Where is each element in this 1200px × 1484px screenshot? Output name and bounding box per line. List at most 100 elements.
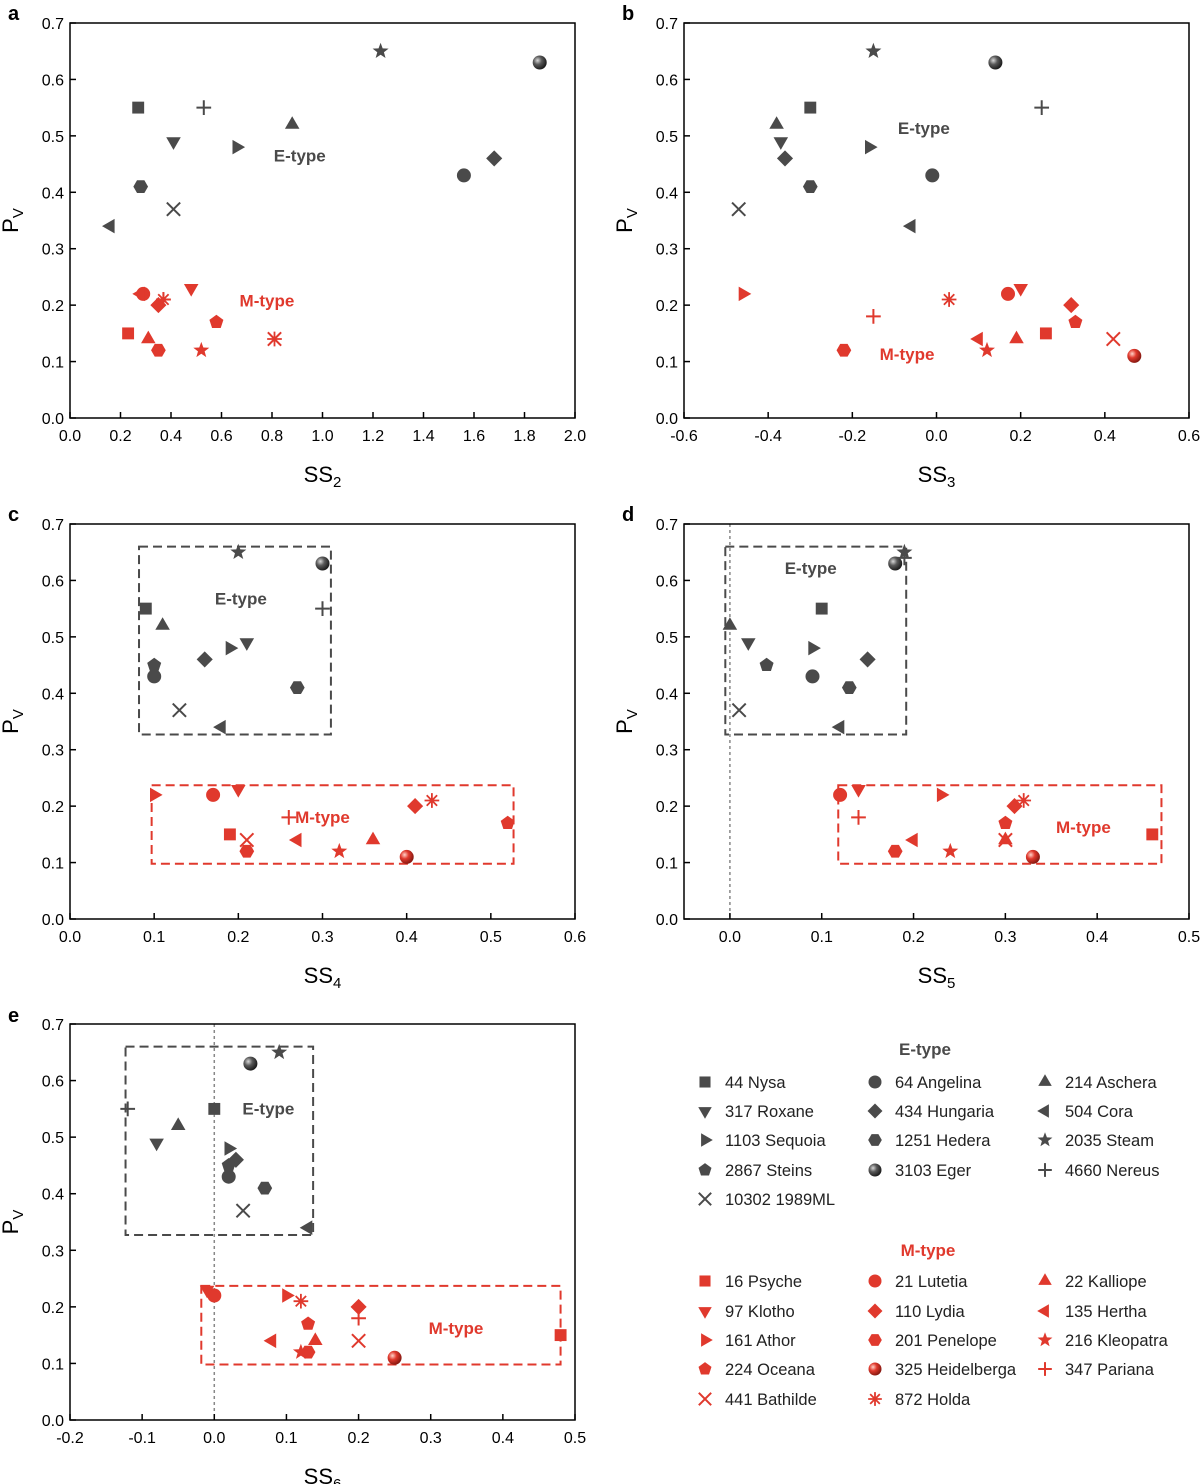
y-axis-label: PV bbox=[0, 709, 27, 734]
legend-marker bbox=[868, 1274, 882, 1288]
m-type-points bbox=[738, 284, 1142, 363]
x-axis-label: SS2 bbox=[304, 462, 342, 491]
data-point-circle bbox=[206, 787, 221, 802]
legend-marker bbox=[868, 1134, 882, 1146]
data-point-triangle-right bbox=[282, 1288, 295, 1303]
e-type-label: E-type bbox=[274, 146, 326, 165]
y-tick-label: 0.4 bbox=[656, 686, 678, 703]
data-point-triangle-up bbox=[155, 617, 170, 630]
y-tick-label: 0.6 bbox=[42, 1074, 64, 1091]
legend-marker bbox=[1037, 1332, 1053, 1347]
data-point-triangle-down bbox=[239, 638, 255, 651]
legend-marker bbox=[868, 1362, 882, 1376]
y-tick-label: 0.2 bbox=[42, 298, 64, 315]
plot-frame bbox=[69, 523, 576, 920]
legend-entry-e: 3103 Eger bbox=[868, 1162, 972, 1180]
data-point-plus bbox=[1034, 100, 1050, 115]
y-tick-label: 0.5 bbox=[42, 129, 64, 146]
data-point-sphere bbox=[988, 55, 1003, 70]
legend-marker bbox=[1037, 1104, 1049, 1118]
plot-frame bbox=[69, 22, 576, 419]
data-point-hexagon bbox=[289, 681, 305, 694]
data-point-sphere bbox=[532, 55, 547, 70]
data-point-triangle-up bbox=[365, 831, 381, 845]
data-point-square bbox=[1146, 828, 1159, 841]
data-point-hexagon bbox=[257, 1181, 273, 1195]
legend-entry-e: 64 Angelina bbox=[868, 1074, 982, 1092]
legend-marker bbox=[867, 1303, 883, 1319]
data-point-star bbox=[942, 842, 959, 859]
x-tick-label: 0.4 bbox=[160, 428, 182, 445]
e-type-points bbox=[102, 42, 547, 234]
x-tick-label: 0.0 bbox=[59, 929, 81, 946]
panel-letter: d bbox=[622, 504, 634, 526]
x-axis-label: SS4 bbox=[304, 963, 342, 992]
m-type-label: M-type bbox=[429, 1319, 484, 1338]
x-tick-label: 1.4 bbox=[412, 428, 434, 445]
data-point-cross bbox=[998, 832, 1013, 848]
x-tick-label: 0.2 bbox=[1010, 428, 1032, 445]
data-point-diamond bbox=[1063, 297, 1080, 314]
legend-entry-e: 4660 Nereus bbox=[1038, 1162, 1159, 1180]
data-point-triangle-right bbox=[865, 139, 878, 155]
x-tick-label: 0.3 bbox=[994, 929, 1016, 946]
legend-label: 504 Cora bbox=[1065, 1103, 1134, 1121]
data-point-plus bbox=[851, 810, 866, 825]
x-tick-label: 0.2 bbox=[227, 929, 249, 946]
x-axis-label: SS5 bbox=[918, 963, 956, 992]
data-point-plus bbox=[315, 601, 330, 616]
legend-marker bbox=[1037, 1132, 1053, 1147]
data-point-triangle-left bbox=[905, 832, 918, 848]
legend-marker bbox=[1038, 1163, 1052, 1177]
m-type-region bbox=[200, 1284, 562, 1366]
data-point-star bbox=[331, 842, 348, 859]
data-point-pentagon bbox=[209, 314, 224, 329]
legend-marker bbox=[701, 1133, 713, 1147]
e-type-region bbox=[724, 545, 908, 736]
data-point-triangle-up bbox=[722, 617, 738, 630]
data-point-triangle-left bbox=[299, 1220, 313, 1235]
data-point-plus bbox=[281, 810, 297, 825]
legend-marker bbox=[698, 1163, 712, 1176]
data-point-asterisk bbox=[941, 292, 957, 307]
data-point-diamond bbox=[776, 150, 794, 167]
data-point-diamond bbox=[486, 150, 503, 167]
data-point-triangle-right bbox=[232, 139, 246, 155]
legend-marker bbox=[698, 1362, 712, 1375]
x-tick-label: 1.0 bbox=[311, 428, 333, 445]
data-point-star bbox=[292, 1343, 309, 1359]
y-axis-label: PV bbox=[0, 208, 27, 233]
data-point-asterisk bbox=[267, 331, 282, 347]
legend-label: 64 Angelina bbox=[895, 1074, 982, 1092]
x-tick-label: -0.2 bbox=[839, 428, 867, 445]
data-point-sphere bbox=[387, 1350, 402, 1365]
data-point-diamond bbox=[407, 798, 424, 815]
x-tick-label: 0.6 bbox=[1178, 428, 1200, 445]
y-tick-label: 0.7 bbox=[42, 16, 64, 33]
panel-a: a 0.0 0.1 0.2 0.3 0.4 0.5 0.6 0.7 0.0 0.2 0.4 0.6 0.8… bbox=[0, 3, 586, 491]
legend-entry-m: 224 Oceana bbox=[698, 1361, 816, 1379]
data-point-sphere bbox=[1025, 849, 1040, 864]
legend-entry-m: 16 Psyche bbox=[699, 1273, 802, 1291]
legend-marker bbox=[1038, 1362, 1052, 1376]
data-point-star bbox=[193, 341, 210, 358]
legend-label: 325 Heidelberga bbox=[895, 1361, 1017, 1379]
e-type-points bbox=[139, 543, 330, 735]
legend-entry-e: 434 Hungaria bbox=[867, 1103, 995, 1121]
legend-label: 872 Holda bbox=[895, 1391, 971, 1409]
plot-frame bbox=[69, 1023, 576, 1421]
data-point-triangle-down bbox=[231, 785, 246, 798]
y-tick-label: 0.1 bbox=[42, 1356, 64, 1373]
m-type-region bbox=[837, 784, 1163, 865]
data-point-triangle-down bbox=[183, 284, 199, 297]
y-tick-label: 0.7 bbox=[656, 517, 678, 534]
legend-entry-e: 44 Nysa bbox=[699, 1074, 786, 1092]
legend-entry-e: 10302 1989ML bbox=[698, 1191, 835, 1209]
legend-label: 201 Penelope bbox=[895, 1332, 997, 1350]
data-point-star bbox=[372, 42, 389, 58]
y-tick-label: 0.0 bbox=[42, 1413, 64, 1430]
legend-label: 16 Psyche bbox=[725, 1273, 802, 1291]
legend-marker bbox=[867, 1103, 883, 1119]
x-tick-label: 0.2 bbox=[109, 428, 131, 445]
legend-label: 441 Bathilde bbox=[725, 1391, 817, 1409]
